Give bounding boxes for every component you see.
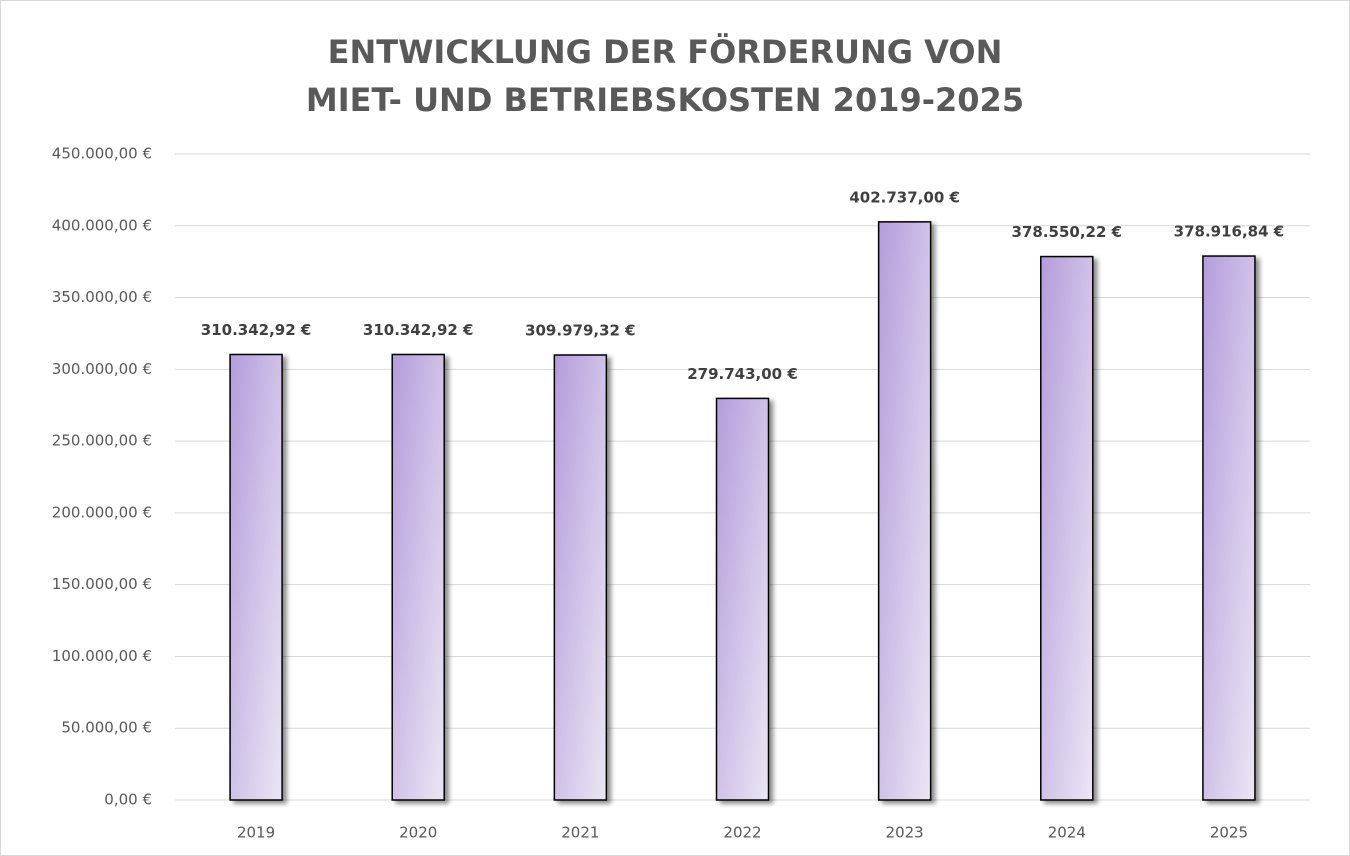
data-label: 309.979,32 € <box>525 322 636 340</box>
y-tick-label: 50.000,00 € <box>61 719 152 737</box>
bar <box>553 354 608 801</box>
data-label: 310.342,92 € <box>201 321 312 339</box>
y-tick-label: 150.000,00 € <box>52 575 152 593</box>
x-tick-label: 2022 <box>723 824 761 842</box>
y-tick-label: 400.000,00 € <box>52 216 152 234</box>
data-label: 279.743,00 € <box>687 365 798 383</box>
x-tick-label: 2023 <box>886 824 924 842</box>
bar <box>1040 255 1094 801</box>
chart-title: ENTWICKLUNG DER FÖRDERUNG VON <box>328 33 1003 71</box>
y-tick-label: 200.000,00 € <box>52 503 152 521</box>
x-tick-label: 2021 <box>561 824 599 842</box>
bar <box>715 397 770 801</box>
x-tick-label: 2020 <box>399 824 437 842</box>
x-tick-label: 2024 <box>1048 824 1086 842</box>
data-label: 402.737,00 € <box>849 188 960 206</box>
x-tick-label: 2025 <box>1210 824 1248 842</box>
y-tick-label: 350.000,00 € <box>52 288 152 306</box>
y-tick-label: 250.000,00 € <box>52 432 152 450</box>
bar <box>1202 255 1256 801</box>
data-label: 310.342,92 € <box>363 321 474 339</box>
bar <box>229 353 283 801</box>
bar <box>391 353 445 801</box>
data-label: 378.916,84 € <box>1174 223 1285 241</box>
y-tick-label: 100.000,00 € <box>52 647 152 665</box>
y-tick-label: 300.000,00 € <box>52 360 152 378</box>
bar <box>877 221 932 801</box>
chart-title: MIET- UND BETRIEBSKOSTEN 2019-2025 <box>306 81 1024 119</box>
data-label: 378.550,22 € <box>1012 223 1123 241</box>
y-tick-label: 450.000,00 € <box>52 145 152 163</box>
y-tick-label: 0,00 € <box>104 791 152 809</box>
x-tick-label: 2019 <box>237 824 275 842</box>
